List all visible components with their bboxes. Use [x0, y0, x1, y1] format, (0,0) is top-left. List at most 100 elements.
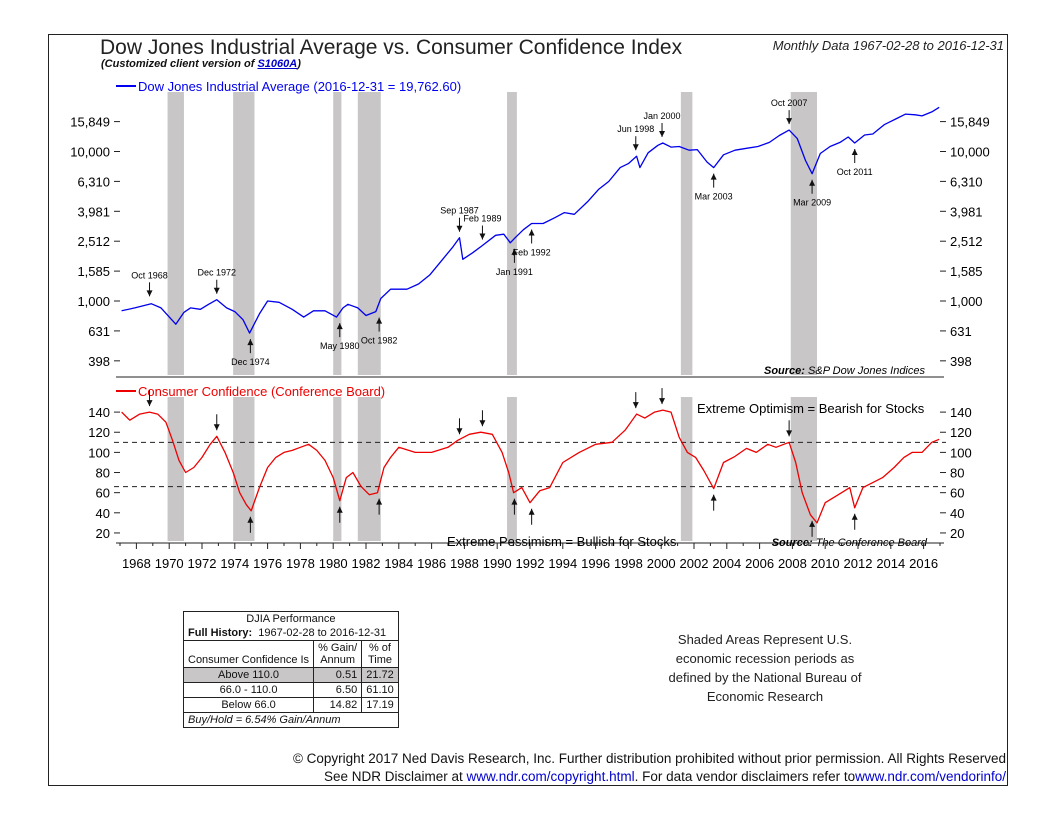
- djia-annotation-arrow-head: [528, 229, 535, 236]
- djia-annotation-label: Feb 1992: [513, 247, 551, 257]
- djia-tick-label-right: 10,000: [950, 144, 990, 159]
- disclaimer-part-b: . For data vendor disclaimers refer to: [634, 769, 856, 784]
- djia-annotation-label: Jun 1998: [617, 124, 654, 134]
- subtitle-suffix: ): [297, 58, 301, 70]
- recession-band-top: [333, 92, 342, 375]
- col-header-confidence: Consumer Confidence Is: [182, 640, 315, 668]
- djia-annotation-label: Jan 1991: [496, 267, 533, 277]
- optimism-note: Extreme Optimism = Bearish for Stocks: [697, 401, 925, 416]
- row-label: 66.0 - 110.0: [182, 682, 315, 698]
- djia-annotation-arrow-head: [456, 225, 463, 232]
- col-header-time: % of Time: [361, 640, 399, 668]
- cc-annotation-arrow-head: [659, 398, 666, 405]
- x-tick-label: 1988: [450, 556, 479, 571]
- cc-annotation-arrow-head: [528, 508, 535, 515]
- djia-annotation-label: Dec 1972: [197, 268, 236, 278]
- cc-tick-label-right: 80: [950, 466, 964, 481]
- djia-source: Source: S&P Dow Jones Indices: [764, 365, 925, 377]
- x-tick-label: 2012: [844, 556, 873, 571]
- djia-annotation-label: Sep 1987: [440, 206, 479, 216]
- djia-tick-label-left: 398: [88, 354, 110, 369]
- performance-table: DJIA Performance Full History: 1967-02-2…: [182, 611, 399, 728]
- cc-annotation-arrow-head: [456, 428, 463, 435]
- col-header-gain-a: % Gain/: [318, 642, 358, 654]
- djia-annotation-arrow-head: [336, 323, 343, 330]
- cc-tick-label-left: 100: [88, 445, 110, 460]
- recession-band-top: [790, 92, 817, 375]
- source-label: Source:: [764, 365, 808, 377]
- djia-annotation-arrow-head: [376, 317, 383, 324]
- row-gain: 0.51: [313, 667, 363, 683]
- table-title: DJIA Performance: [183, 611, 399, 626]
- disclaimer-text: See NDR Disclaimer at www.ndr.com/copyri…: [324, 769, 1006, 784]
- cc-annotation-arrow-head: [336, 506, 343, 513]
- source-label: Source:: [772, 537, 816, 549]
- x-tick-label: 1980: [319, 556, 348, 571]
- vendorinfo-link[interactable]: www.ndr.com/vendorinfo/: [855, 769, 1006, 784]
- recession-band-bottom: [233, 397, 255, 541]
- cc-tick-label-right: 140: [950, 405, 972, 420]
- djia-annotation-label: Mar 2009: [793, 198, 831, 208]
- row-time: 61.10: [361, 682, 399, 698]
- full-history-value: 1967-02-28 to 2016-12-31: [258, 627, 387, 639]
- recession-note: Shaded Areas Represent U.S. economic rec…: [668, 632, 862, 704]
- x-tick-label: 2004: [712, 556, 741, 571]
- table-footer: Buy/Hold = 6.54% Gain/Annum: [183, 712, 399, 728]
- source-name: The Conference Board: [816, 537, 928, 549]
- recession-band-bottom: [507, 397, 517, 541]
- djia-annotation-arrow-head: [809, 179, 816, 186]
- x-tick-label: 2016: [909, 556, 938, 571]
- djia-annotation-arrow-head: [479, 233, 486, 240]
- x-tick-label: 1994: [548, 556, 577, 571]
- djia-annotation-arrow-head: [786, 118, 793, 125]
- djia-annotation-arrow-head: [146, 290, 153, 297]
- recession-band-bottom: [333, 397, 342, 541]
- data-period: Monthly Data 1967-02-28 to 2016-12-31: [772, 38, 1004, 53]
- cc-annotation-arrow-head: [511, 498, 518, 505]
- x-tick-label: 2010: [811, 556, 840, 571]
- cc-legend-label: Consumer Confidence (Conference Board): [138, 384, 385, 399]
- full-history-label: Full History:: [188, 627, 253, 639]
- x-tick-label: 2006: [745, 556, 774, 571]
- cc-annotation-arrow-head: [213, 424, 220, 431]
- cc-tick-label-right: 100: [950, 445, 972, 460]
- djia-tick-label-right: 6,310: [950, 174, 983, 189]
- disclaimer-part-a: See NDR Disclaimer at: [323, 769, 467, 784]
- djia-annotation-arrow-head: [213, 287, 220, 294]
- chart-frame: [48, 34, 1008, 786]
- djia-tick-label-right: 398: [950, 354, 972, 369]
- djia-annotation-label: Oct 1982: [361, 336, 398, 346]
- djia-annotation-label: May 1980: [320, 341, 360, 351]
- table-row: 66.0 - 110.0 6.50 61.10: [182, 682, 399, 698]
- recession-band-top: [357, 92, 381, 375]
- row-time: 17.19: [361, 697, 399, 713]
- djia-tick-label-right: 1,000: [950, 294, 983, 309]
- djia-annotation-arrow-head: [247, 339, 254, 346]
- x-tick-label: 1982: [352, 556, 381, 571]
- x-tick-label: 2014: [876, 556, 905, 571]
- x-tick-label: 1978: [286, 556, 315, 571]
- djia-tick-label-left: 3,981: [77, 204, 110, 219]
- x-tick-label: 1992: [516, 556, 545, 571]
- copyright-link[interactable]: www.ndr.com/copyright.html: [466, 769, 635, 784]
- x-tick-label: 1986: [417, 556, 446, 571]
- recession-band-bottom: [357, 397, 381, 541]
- cc-annotation-arrow-head: [479, 420, 486, 427]
- cc-tick-label-left: 120: [88, 425, 110, 440]
- cc-tick-label-right: 120: [950, 425, 972, 440]
- cc-annotation-arrow-head: [247, 516, 254, 523]
- djia-tick-label-left: 2,512: [77, 234, 110, 249]
- x-tick-label: 2008: [778, 556, 807, 571]
- cc-tick-label-right: 60: [950, 486, 964, 501]
- djia-annotation-arrow-head: [710, 173, 717, 180]
- djia-tick-label-right: 631: [950, 324, 972, 339]
- x-tick-label: 1990: [483, 556, 512, 571]
- x-tick-label: 1970: [155, 556, 184, 571]
- djia-tick-label-right: 1,585: [950, 264, 983, 279]
- client-version-link[interactable]: S1060A: [257, 58, 298, 70]
- recession-band-bottom: [167, 397, 184, 541]
- djia-annotation-arrow-head: [632, 144, 639, 151]
- djia-annotation-arrow-head: [511, 248, 518, 255]
- row-gain: 6.50: [313, 682, 363, 698]
- djia-annotation-label: Oct 2011: [837, 167, 873, 177]
